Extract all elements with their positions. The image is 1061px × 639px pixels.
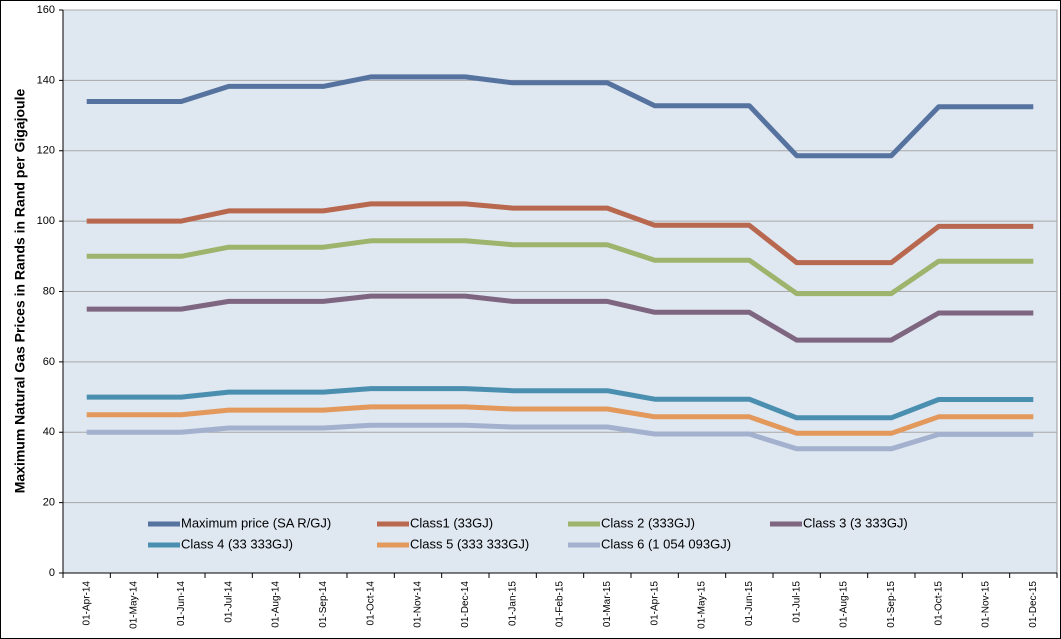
legend-label: Class 2 (333GJ) xyxy=(601,515,695,530)
x-tick-label: 01-Jun-15 xyxy=(744,581,755,626)
series-line xyxy=(86,238,1034,297)
legend-label: Class 3 (3 333GJ) xyxy=(803,515,908,530)
x-tick-label: 01-May-14 xyxy=(129,581,140,629)
x-tick-label: 01-Feb-15 xyxy=(555,581,566,628)
y-tick-label: 60 xyxy=(43,356,55,368)
x-tick-label: 01-Nov-15 xyxy=(981,581,992,628)
legend-label: Class 5 (333 333GJ) xyxy=(410,536,529,551)
x-tick-label: 01-May-15 xyxy=(697,581,708,629)
y-tick-label: 160 xyxy=(37,4,55,16)
y-tick-label: 80 xyxy=(43,285,55,297)
x-tick-label: 01-Jun-14 xyxy=(176,581,187,626)
legend-label: Class 6 (1 054 093GJ) xyxy=(601,536,731,551)
x-tick-label: 01-Nov-14 xyxy=(413,581,424,628)
x-tick-label: 01-Aug-15 xyxy=(839,581,850,628)
x-tick-label: 01-Jul-14 xyxy=(223,581,234,623)
x-tick-label: 01-Oct-14 xyxy=(365,581,376,626)
y-tick-label: 40 xyxy=(43,426,55,438)
x-tick-label: 01-Sep-14 xyxy=(318,581,329,628)
y-tick-label: 100 xyxy=(37,215,55,227)
series-line xyxy=(86,386,1034,421)
x-tick-label: 01-Mar-15 xyxy=(602,581,613,628)
x-tick-label: 01-Jul-15 xyxy=(791,581,802,623)
x-tick-label: 01-Sep-15 xyxy=(886,581,897,628)
series-line xyxy=(86,293,1034,343)
x-tick-label: 01-Dec-15 xyxy=(1028,581,1039,628)
y-tick-label: 0 xyxy=(49,567,55,579)
y-tick-label: 140 xyxy=(37,74,55,86)
series-line xyxy=(86,201,1034,266)
x-tick-label: 01-Aug-14 xyxy=(271,581,282,628)
legend-label: Class 4 (33 333GJ) xyxy=(181,536,293,551)
series-line xyxy=(86,422,1034,452)
x-tick-label: 01-Dec-14 xyxy=(460,581,471,628)
y-tick-label: 120 xyxy=(37,145,55,157)
x-tick-label: 01-Jan-15 xyxy=(507,581,518,626)
x-tick-label: 01-Oct-15 xyxy=(933,581,944,626)
y-axis-label: Maximum Natural Gas Prices in Rands in R… xyxy=(12,89,28,494)
legend-label: Class1 (33GJ) xyxy=(410,515,493,530)
legend-label: Maximum price (SA R/GJ) xyxy=(181,515,331,530)
x-tick-label: 01-Apr-15 xyxy=(649,581,660,626)
series-line xyxy=(86,404,1034,436)
series-line xyxy=(86,74,1034,159)
y-tick-label: 20 xyxy=(43,497,55,509)
x-tick-label: 01-Apr-14 xyxy=(81,581,92,626)
